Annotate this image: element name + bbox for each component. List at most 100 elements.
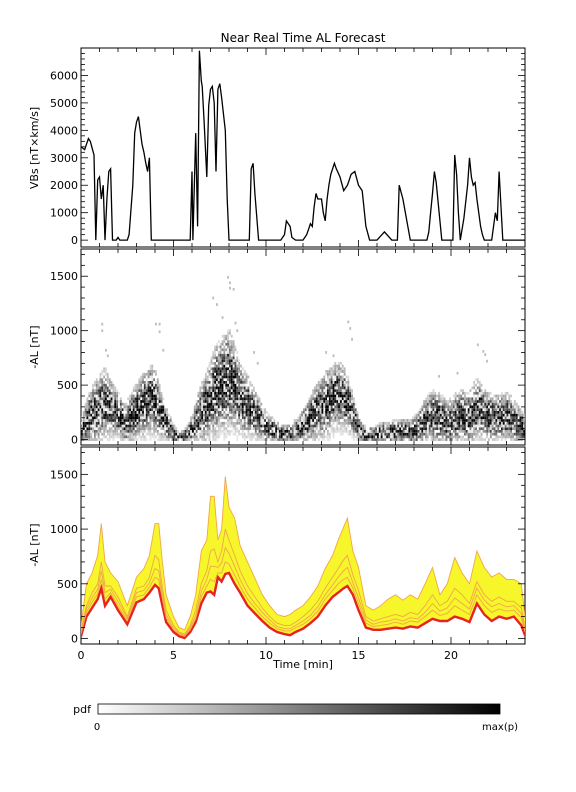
pdf-cell (436, 419, 439, 422)
pdf-cell (475, 419, 477, 422)
pdf-cell (325, 402, 328, 406)
pdf-cell (223, 435, 226, 439)
pdf-cell (221, 375, 224, 379)
pdf-cell (193, 405, 196, 409)
pdf-cell (304, 408, 307, 412)
pdf-cell (234, 364, 237, 368)
pdf-cell (92, 430, 94, 433)
pdf-cell (406, 421, 409, 425)
pdf-cell (315, 400, 318, 403)
pdf-cell (256, 435, 259, 439)
pdf-cell (491, 419, 494, 422)
pdf-cell (227, 340, 229, 343)
pdf-cell (147, 405, 150, 409)
pdf-cell (97, 402, 100, 406)
pdf-cell (473, 381, 476, 384)
pdf-cell (327, 378, 329, 382)
pdf-cell (295, 430, 298, 433)
pdf-cell (92, 421, 94, 425)
pdf-cell (482, 419, 485, 422)
pdf-cell (351, 389, 353, 392)
pdf-cell (497, 430, 500, 433)
pdf-cell (325, 381, 328, 384)
pdf-cell (227, 353, 229, 357)
pdf-cell (362, 430, 365, 433)
pdf-cell (421, 427, 424, 431)
pdf-cell (499, 408, 501, 412)
pdf-cell (295, 421, 298, 425)
pdf-cell (240, 386, 242, 390)
pdf-cell (243, 383, 246, 387)
pdf-cell (138, 386, 141, 390)
pdf-cell (114, 413, 117, 417)
pdf-cell (121, 435, 124, 439)
pdf-cell (499, 402, 501, 406)
pdf-cell (253, 386, 255, 390)
pdf-cell (489, 400, 492, 403)
pdf-cell (508, 411, 511, 414)
pdf-cell (197, 405, 200, 409)
pdf-cell (397, 419, 400, 422)
pdf-cell (510, 394, 513, 398)
pdf-cell (484, 416, 487, 420)
pdf-cell (153, 386, 156, 390)
pdf-cell (162, 408, 165, 412)
pdf-cell (229, 345, 231, 349)
pdf-cell (275, 438, 278, 441)
pdf-cell (129, 421, 131, 425)
pdf-cell (210, 400, 213, 403)
pdf-cell (321, 413, 324, 417)
pdf-cell (452, 430, 455, 433)
pdf-cell (92, 389, 94, 392)
pdf-cell (92, 427, 94, 431)
pdf-cell (351, 408, 353, 412)
pdf-cell (502, 432, 505, 436)
pdf-cell (476, 424, 479, 428)
pdf-cell (236, 351, 239, 354)
pdf-cell (443, 411, 446, 414)
pdf-cell (238, 413, 241, 417)
pdf-cell (84, 432, 87, 436)
pdf-cell (225, 402, 228, 406)
pdf-cell (227, 391, 229, 395)
pdf-cell (345, 402, 348, 406)
pdf-cell (208, 413, 211, 417)
pdf-cell (131, 405, 133, 409)
pdf-cell (334, 367, 337, 371)
pdf-cell (441, 394, 444, 398)
pdf-cell (197, 416, 200, 420)
pdf-cell (138, 408, 141, 412)
pdf-cell (227, 337, 229, 341)
pdf-cell (319, 408, 322, 412)
pdf-cell (471, 421, 474, 425)
pdf-outlier-cell (476, 343, 479, 347)
pdf-cell (214, 432, 217, 436)
pdf-cell (147, 375, 150, 379)
pdf-cell (221, 402, 224, 406)
pdf-cell (132, 424, 135, 428)
pdf-cell (254, 432, 257, 436)
pdf-cell (136, 408, 139, 412)
pdf-cell (182, 438, 185, 441)
pdf-cell (101, 394, 104, 398)
pdf-cell (489, 413, 492, 417)
pdf-cell (338, 427, 340, 431)
pdf-cell (97, 400, 100, 403)
pdf-cell (97, 408, 100, 412)
pdf-cell (454, 405, 457, 409)
pdf-cell (452, 408, 455, 412)
pdf-cell (136, 389, 139, 392)
pdf-cell (216, 372, 218, 376)
pdf-cell (116, 397, 119, 401)
pdf-cell (501, 400, 503, 403)
y-tick-label: 1000 (50, 207, 78, 220)
pdf-cell (478, 424, 481, 428)
pdf-cell (142, 378, 144, 382)
pdf-cell (225, 389, 228, 392)
pdf-cell (349, 394, 352, 398)
pdf-cell (515, 408, 518, 412)
pdf-cell (254, 430, 257, 433)
pdf-cell (480, 432, 483, 436)
pdf-cell (323, 397, 326, 401)
pdf-cell (193, 438, 196, 441)
